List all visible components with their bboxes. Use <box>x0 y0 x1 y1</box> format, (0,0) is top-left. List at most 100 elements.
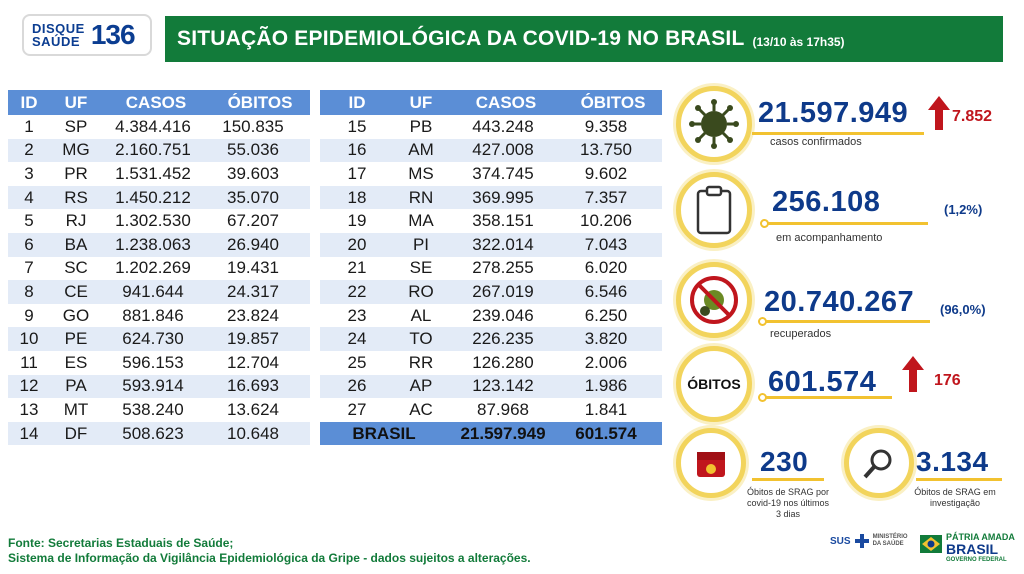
cell-id: 18 <box>320 185 394 210</box>
deaths-value: 601.574 <box>768 366 877 398</box>
disque-saude-logo: DISQUE SAÚDE 136 <box>22 14 152 56</box>
cell-obitos: 19.431 <box>210 256 310 281</box>
brazil-flag-icon <box>920 535 942 553</box>
deaths-badge: ÓBITOS <box>687 376 741 392</box>
cell-uf: AM <box>394 138 448 163</box>
cell-casos: 239.046 <box>448 303 564 328</box>
cell-id: 1 <box>8 115 50 139</box>
col-casos: CASOS <box>448 90 564 115</box>
table-row: 15 PB 443.248 9.358 <box>320 115 662 139</box>
cell-uf: AP <box>394 374 448 399</box>
cell-obitos: 13.750 <box>564 138 662 163</box>
srag-recent-value: 230 <box>760 446 809 477</box>
gov-sub-text: GOVERNO FEDERAL <box>946 557 1007 563</box>
cell-uf: RJ <box>50 209 102 233</box>
table-row: 23 AL 239.046 6.250 <box>320 303 662 328</box>
col-casos: CASOS <box>102 90 210 115</box>
cell-casos: 593.914 <box>102 374 210 399</box>
cell-obitos: 9.602 <box>564 162 662 186</box>
srag-investigation-value: 3.134 <box>916 446 989 477</box>
col-obitos: ÓBITOS <box>564 90 662 115</box>
cell-casos: 443.248 <box>448 115 564 139</box>
page-date: (13/10 às 17h35) <box>752 35 845 49</box>
cell-uf: ES <box>50 350 102 375</box>
cell-uf: SE <box>394 256 448 281</box>
table-row: 3 PR 1.531.452 39.603 <box>8 162 310 186</box>
cell-id: 7 <box>8 256 50 281</box>
cell-id: 4 <box>8 185 50 210</box>
cell-obitos: 16.693 <box>210 374 310 399</box>
cell-casos: 1.450.212 <box>102 185 210 210</box>
cell-casos: 369.995 <box>448 185 564 210</box>
cell-id: 12 <box>8 374 50 399</box>
col-id: ID <box>8 90 50 115</box>
clipboard-icon <box>696 185 732 235</box>
table-row: 11 ES 596.153 12.704 <box>8 350 310 375</box>
cell-id: 21 <box>320 256 394 281</box>
total-casos: 21.597.949 <box>448 421 564 446</box>
confirmed-increase: 7.852 <box>952 108 993 125</box>
cell-uf: PA <box>50 374 102 399</box>
table-row: 5 RJ 1.302.530 67.207 <box>8 209 310 233</box>
table-row: 22 RO 267.019 6.546 <box>320 280 662 304</box>
cell-obitos: 2.006 <box>564 350 662 375</box>
cell-uf: SP <box>50 115 102 139</box>
divider <box>752 132 924 135</box>
cell-uf: RO <box>394 280 448 304</box>
cell-uf: AC <box>394 398 448 422</box>
deaths-circle: ÓBITOS <box>676 346 752 422</box>
logo-line1: DISQUE <box>32 21 85 36</box>
cell-obitos: 39.603 <box>210 162 310 186</box>
magnifier-icon <box>863 449 892 479</box>
plus-icon <box>854 534 869 548</box>
deaths-increase: 176 <box>934 372 961 389</box>
cell-uf: TO <box>394 327 448 351</box>
cell-casos: 87.968 <box>448 398 564 422</box>
page-title: SITUAÇÃO EPIDEMIOLÓGICA DA COVID-19 NO B… <box>177 27 745 50</box>
cell-casos: 226.235 <box>448 327 564 351</box>
cell-obitos: 3.820 <box>564 327 662 351</box>
cell-id: 19 <box>320 209 394 233</box>
cell-obitos: 7.043 <box>564 232 662 257</box>
cell-uf: MT <box>50 398 102 422</box>
cell-casos: 1.202.269 <box>102 256 210 281</box>
col-obitos: ÓBITOS <box>210 90 310 115</box>
cell-uf: MS <box>394 162 448 186</box>
states-table-right: ID UF CASOS ÓBITOS 15 PB 443.248 9.358 16 AM 4… <box>320 90 662 446</box>
table-row: 6 BA 1.238.063 26.940 <box>8 232 310 257</box>
cell-casos: 358.151 <box>448 209 564 233</box>
ministry-text: MINISTÉRIO DA SAÚDE <box>872 534 908 547</box>
recovered-percent: (96,0%) <box>940 302 986 317</box>
cell-id: 13 <box>8 398 50 422</box>
table-row: 9 GO 881.846 23.824 <box>8 303 310 328</box>
cell-casos: 596.153 <box>102 350 210 375</box>
table-row: 4 RS 1.450.212 35.070 <box>8 185 310 210</box>
cell-id: 27 <box>320 398 394 422</box>
srag-recent-label: Óbitos de SRAG por covid-19 nos últimos … <box>736 487 840 520</box>
cell-obitos: 19.857 <box>210 327 310 351</box>
cell-uf: GO <box>50 303 102 328</box>
table-row: 8 CE 941.644 24.317 <box>8 280 310 304</box>
divider <box>766 320 930 323</box>
cell-obitos: 55.036 <box>210 138 310 163</box>
cell-obitos: 10.648 <box>210 421 310 446</box>
cell-id: 14 <box>8 421 50 446</box>
table-row: 24 TO 226.235 3.820 <box>320 327 662 351</box>
total-row: BRASIL 21.597.949 601.574 <box>320 421 662 446</box>
cell-uf: RN <box>394 185 448 210</box>
table-row: 1 SP 4.384.416 150.835 <box>8 115 310 139</box>
cell-uf: PR <box>50 162 102 186</box>
divider <box>766 396 892 399</box>
cell-obitos: 150.835 <box>210 115 310 139</box>
cell-obitos: 26.940 <box>210 232 310 257</box>
cell-obitos: 23.824 <box>210 303 310 328</box>
table-row: 14 DF 508.623 10.648 <box>8 421 310 446</box>
virus-icon <box>689 99 739 149</box>
cell-uf: DF <box>50 421 102 446</box>
cell-obitos: 6.020 <box>564 256 662 281</box>
gov-top-text: PÁTRIA AMADA <box>946 532 1015 542</box>
cell-casos: 941.644 <box>102 280 210 304</box>
cell-uf: MA <box>394 209 448 233</box>
cell-casos: 1.302.530 <box>102 209 210 233</box>
confirmed-label: casos confirmados <box>770 136 862 148</box>
